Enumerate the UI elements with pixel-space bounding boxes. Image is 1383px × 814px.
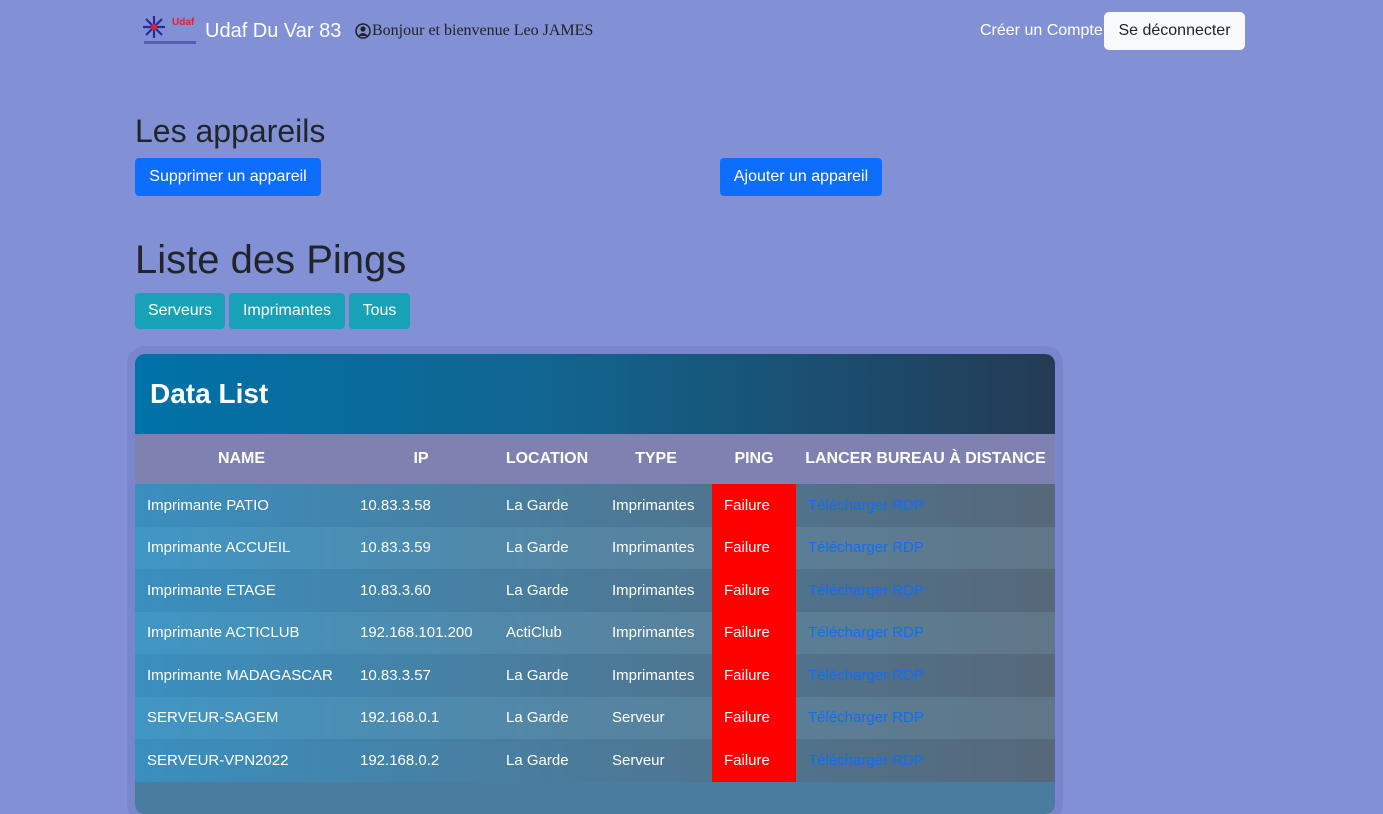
- column-header: LOCATION: [494, 434, 600, 484]
- cell: 10.83.3.59: [360, 539, 431, 557]
- rdp-link[interactable]: Télécharger RDP: [808, 751, 924, 769]
- table-row: Imprimante ACTICLUB 192.168.101.200 ActiCl…: [135, 611, 1055, 655]
- cell: 192.168.0.1: [360, 709, 440, 727]
- rdp-link[interactable]: Télécharger RDP: [808, 666, 924, 684]
- cell: 192.168.101.200: [360, 624, 473, 642]
- column-header: IP: [348, 434, 494, 484]
- cell: Télécharger RDP: [796, 527, 1055, 570]
- data-card: Data List NAME IP LOCATION TYPE PING LANCER B…: [135, 354, 1055, 814]
- cell: La Garde: [506, 581, 569, 599]
- data-table: NAME IP LOCATION TYPE PING LANCER BUREAU À DI…: [135, 434, 1055, 782]
- cell: Imprimantes: [612, 666, 695, 684]
- cell: Télécharger RDP: [796, 484, 1055, 527]
- cell: Imprimante MADAGASCAR: [147, 666, 333, 684]
- cell: Imprimantes: [612, 624, 695, 642]
- cell: Télécharger RDP: [796, 654, 1055, 697]
- cell: La Garde: [506, 496, 569, 514]
- column-header: PING: [712, 434, 796, 484]
- ping-status: Failure: [712, 611, 796, 654]
- ping-status: Failure: [712, 739, 796, 782]
- filter-button[interactable]: Serveurs: [135, 293, 225, 329]
- section-title: Liste des Pings: [135, 238, 407, 282]
- user-icon: [355, 23, 371, 39]
- section-title: Les appareils: [135, 113, 326, 149]
- table-row: SERVEUR-VPN2022 192.168.0.2 La Garde Serveu…: [135, 739, 1055, 782]
- cell: ActiClub: [506, 624, 562, 642]
- cell: Imprimante ACCUEIL: [147, 539, 291, 557]
- logo[interactable]: Udaf: [142, 14, 198, 48]
- cell: 192.168.0.2: [360, 751, 440, 769]
- cell: Imprimante ACTICLUB: [147, 624, 300, 642]
- cell: Imprimantes: [612, 581, 695, 599]
- greeting-text: Bonjour et bienvenue Leo JAMES: [372, 22, 594, 39]
- rdp-link[interactable]: Télécharger RDP: [808, 539, 924, 557]
- cell: Télécharger RDP: [796, 569, 1055, 612]
- ping-status: Failure: [712, 654, 796, 697]
- cell: Imprimante ETAGE: [147, 581, 276, 599]
- cell: 10.83.3.57: [360, 666, 431, 684]
- ping-status: Failure: [712, 484, 796, 527]
- table-row: Imprimante ETAGE 10.83.3.60 La Garde Imprim…: [135, 569, 1055, 612]
- table-row: Imprimante PATIO 10.83.3.58 La Garde Imprim…: [135, 484, 1055, 527]
- logout-button[interactable]: Se déconnecter: [1104, 12, 1245, 50]
- filter-button[interactable]: Imprimantes: [229, 293, 345, 329]
- cell: La Garde: [506, 709, 569, 727]
- ping-status: Failure: [712, 569, 796, 612]
- table-row: Imprimante ACCUEIL 10.83.3.59 La Garde Impr…: [135, 526, 1055, 570]
- table-row: Imprimante MADAGASCAR 10.83.3.57 La Garde I…: [135, 654, 1055, 697]
- column-header: LANCER BUREAU À DISTANCE: [796, 434, 1055, 484]
- cell: Télécharger RDP: [796, 739, 1055, 782]
- ping-status: Failure: [712, 526, 796, 569]
- column-header: NAME: [135, 434, 348, 484]
- cell: La Garde: [506, 751, 569, 769]
- rdp-link[interactable]: Télécharger RDP: [808, 624, 924, 642]
- cell: La Garde: [506, 666, 569, 684]
- cell: 10.83.3.58: [360, 496, 431, 514]
- header-row: NAME IP LOCATION TYPE PING LANCER BUREAU À DI…: [135, 434, 1055, 484]
- nav-link[interactable]: Créer un Compte: [980, 22, 1103, 39]
- brand[interactable]: Udaf Du Var 83: [205, 20, 342, 42]
- cell: Imprimantes: [612, 496, 695, 514]
- cell: Télécharger RDP: [796, 612, 1055, 655]
- cell: SERVEUR-VPN2022: [147, 751, 289, 769]
- greeting: Bonjour et bienvenue Leo JAMES: [355, 22, 593, 40]
- table-row: SERVEUR-SAGEM 192.168.0.1 La Garde Serveur F…: [135, 696, 1055, 740]
- cell: Serveur: [612, 751, 665, 769]
- cell: 10.83.3.60: [360, 581, 431, 599]
- logo-text: Udaf: [172, 17, 195, 28]
- cell: La Garde: [506, 539, 569, 557]
- add-button[interactable]: Ajouter un appareil: [720, 158, 882, 196]
- column-header: TYPE: [600, 434, 712, 484]
- cell: SERVEUR-SAGEM: [147, 709, 279, 727]
- rdp-link[interactable]: Télécharger RDP: [808, 709, 924, 727]
- rdp-link[interactable]: Télécharger RDP: [808, 581, 924, 599]
- cell: Serveur: [612, 709, 665, 727]
- filter-button[interactable]: Tous: [349, 293, 410, 329]
- delete-button[interactable]: Supprimer un appareil: [135, 158, 321, 196]
- table-body: Imprimante PATIO 10.83.3.58 La Garde Imprim…: [135, 484, 1055, 782]
- card-title: Data List: [135, 354, 1055, 434]
- cell: Imprimante PATIO: [147, 496, 269, 514]
- ping-status: Failure: [712, 696, 796, 739]
- cell: Imprimantes: [612, 539, 695, 557]
- rdp-link[interactable]: Télécharger RDP: [808, 496, 924, 514]
- cell: Télécharger RDP: [796, 697, 1055, 740]
